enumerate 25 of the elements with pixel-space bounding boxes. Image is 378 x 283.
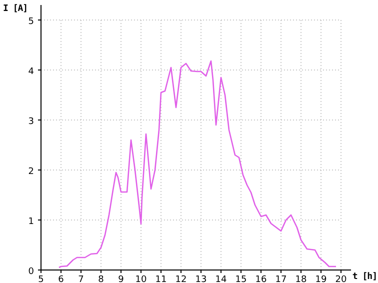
y-tick-label: 2 <box>28 167 34 177</box>
x-tick-label: 10 <box>135 275 147 283</box>
x-tick-label: 8 <box>98 275 104 283</box>
x-tick-label: 9 <box>118 275 124 283</box>
y-tick-label: 1 <box>28 217 34 227</box>
x-tick-label: 20 <box>335 275 347 283</box>
x-tick-label: 19 <box>315 275 327 283</box>
x-tick-label: 17 <box>275 275 287 283</box>
x-axis-title: t [h] <box>352 272 377 282</box>
y-tick-label: 4 <box>28 67 34 77</box>
y-tick-label: 5 <box>28 17 34 27</box>
y-tick-label: 0 <box>28 267 34 277</box>
x-tick-label: 16 <box>255 275 267 283</box>
x-tick-label: 12 <box>175 275 187 283</box>
x-tick-label: 7 <box>78 275 84 283</box>
x-tick-label: 15 <box>235 275 247 283</box>
y-axis-title: I [A] <box>3 4 28 14</box>
x-tick-label: 18 <box>295 275 307 283</box>
x-tick-label: 11 <box>155 275 167 283</box>
x-tick-label: 13 <box>195 275 207 283</box>
y-tick-label: 3 <box>28 117 34 127</box>
x-tick-label: 14 <box>215 275 227 283</box>
line-series <box>58 60 337 268</box>
x-tick-label: 5 <box>38 275 44 283</box>
x-tick-label: 6 <box>58 275 64 283</box>
